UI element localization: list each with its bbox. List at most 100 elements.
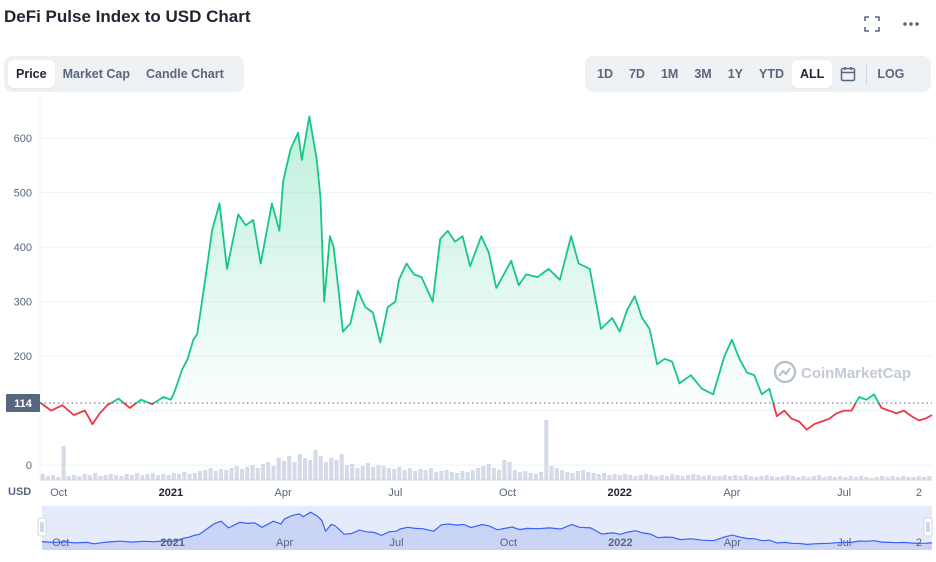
volume-bar (245, 467, 250, 480)
volume-bar (203, 470, 208, 480)
volume-bar (376, 465, 381, 480)
x-tick-label: 2021 (159, 487, 183, 499)
volume-bar (465, 472, 470, 480)
volume-bar (670, 474, 675, 480)
range-1m-button[interactable]: 1M (660, 67, 679, 81)
more-horizontal-icon[interactable] (899, 12, 923, 36)
volume-bar (832, 477, 837, 480)
volume-bar (318, 456, 323, 480)
brush-tick-label: 2 (916, 537, 922, 549)
volume-bar (785, 475, 790, 480)
volume-bar (302, 458, 307, 480)
brush-handle-left[interactable] (37, 517, 47, 537)
volume-bar (255, 468, 260, 480)
volume-bar (502, 460, 507, 480)
volume-bar (266, 462, 271, 480)
price-area-fill (40, 402, 41, 403)
volume-bar (581, 470, 586, 480)
volume-bar (880, 476, 885, 480)
range-7d-button[interactable]: 7D (628, 67, 645, 81)
volume-bar (685, 475, 691, 480)
volume-bar (402, 470, 407, 480)
volume-bar (98, 476, 103, 480)
price-line-up (153, 115, 775, 404)
volume-bar (544, 420, 549, 480)
volume-bar (901, 476, 906, 480)
volume-bar (644, 474, 649, 480)
volume-bar (853, 477, 858, 480)
currency-label: USD (8, 486, 31, 498)
volume-bar (528, 473, 533, 480)
range-3m-button[interactable]: 3M (694, 67, 712, 81)
volume-bar (103, 475, 108, 480)
volume-bar (386, 468, 391, 480)
volume-bar (607, 475, 612, 480)
volume-bar (219, 469, 224, 480)
volume-bar (177, 474, 182, 480)
price-line-up (39, 401, 42, 404)
volume-bar (885, 477, 890, 480)
volume-bar (696, 475, 701, 480)
volume-bar (407, 468, 412, 480)
volume-bar (790, 476, 795, 480)
volume-bar (234, 466, 239, 480)
brush-background (42, 506, 932, 550)
price-line-down (40, 402, 112, 426)
volume-bar (486, 464, 491, 480)
x-tick-label: Apr (723, 487, 740, 499)
volume-bar (743, 475, 748, 480)
volume-bar (150, 473, 155, 480)
volume-bar (748, 476, 753, 480)
range-1d-button[interactable]: 1D (597, 67, 613, 81)
y-tick-label: 0 (26, 460, 32, 472)
volume-bar (449, 472, 454, 480)
volume-bar (166, 475, 171, 480)
volume-bar (344, 465, 349, 480)
volume-bar (161, 474, 166, 480)
volume-bar (827, 476, 832, 480)
volume-bar (649, 475, 654, 480)
range-ytd-button[interactable]: YTD (759, 67, 785, 81)
tab-market-cap[interactable]: Market Cap (62, 67, 130, 81)
volume-bar (801, 476, 806, 480)
price-line-down (149, 402, 155, 405)
watermark: CoinMarketCap (773, 360, 911, 384)
volume-bar (145, 474, 150, 480)
calendar-icon[interactable] (832, 60, 864, 88)
price-area-fill (111, 398, 124, 403)
y-tick-label: 400 (14, 242, 32, 254)
range-1y-button[interactable]: 1Y (727, 67, 744, 81)
volume-bar (119, 476, 124, 480)
tab-candle-chart[interactable]: Candle Chart (145, 67, 224, 81)
volume-bar (371, 467, 376, 480)
volume-bar (764, 475, 769, 480)
brush-handle-right[interactable] (923, 517, 933, 537)
price-area-fill (855, 394, 879, 403)
x-tick-label: 2022 (607, 487, 631, 499)
volume-bar (355, 468, 360, 480)
volume-bar (549, 466, 554, 480)
volume-bar (796, 477, 801, 480)
x-tick-label: Oct (50, 487, 67, 499)
brush-tick-label: Apr (724, 537, 741, 549)
log-scale-button[interactable]: LOG (877, 67, 905, 81)
volume-bar (82, 474, 87, 480)
volume-bar (381, 466, 386, 480)
volume-bar (554, 468, 559, 480)
volume-bar (192, 473, 197, 480)
volume-bar (769, 476, 774, 480)
volume-bar (413, 471, 418, 480)
page-title: DeFi Pulse Index to USD Chart (4, 7, 251, 26)
volume-bar (61, 446, 66, 480)
volume-bar (444, 470, 449, 480)
volume-bar (213, 471, 218, 480)
volume-bar (665, 476, 670, 480)
expand-icon[interactable] (860, 12, 884, 36)
range-all-button[interactable]: ALL (792, 60, 833, 88)
volume-bar (717, 476, 722, 480)
tab-price[interactable]: Price (8, 60, 55, 88)
brush-area (42, 512, 932, 550)
volume-bar (602, 473, 607, 480)
current-price-label: 114 (14, 398, 33, 410)
volume-bar (911, 477, 916, 480)
